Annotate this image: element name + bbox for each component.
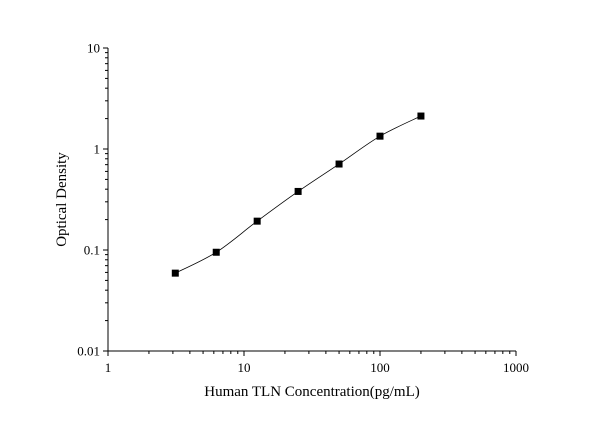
x-tick-label: 100: [370, 360, 390, 375]
data-point: [417, 112, 425, 120]
data-point: [171, 269, 179, 277]
y-tick-label: 0.01: [77, 344, 100, 359]
x-tick-label: 10: [238, 360, 251, 375]
x-tick-label: 1000: [503, 360, 529, 375]
data-point: [335, 160, 343, 168]
y-tick-label: 10: [87, 41, 100, 56]
y-tick-label: 0.1: [84, 243, 100, 258]
data-points: [171, 112, 425, 277]
y-axis-title: Optical Density: [54, 152, 70, 247]
data-point: [253, 217, 261, 225]
data-point: [212, 248, 220, 256]
x-axis-title: Human TLN Concentration(pg/mL): [204, 384, 420, 400]
data-point: [294, 187, 302, 195]
y-tick-label: 1: [94, 142, 101, 157]
x-tick-label: 1: [105, 360, 112, 375]
axes: 1 10 100 1000 0.01 0.1 1 10: [77, 41, 529, 376]
data-point: [376, 132, 384, 140]
